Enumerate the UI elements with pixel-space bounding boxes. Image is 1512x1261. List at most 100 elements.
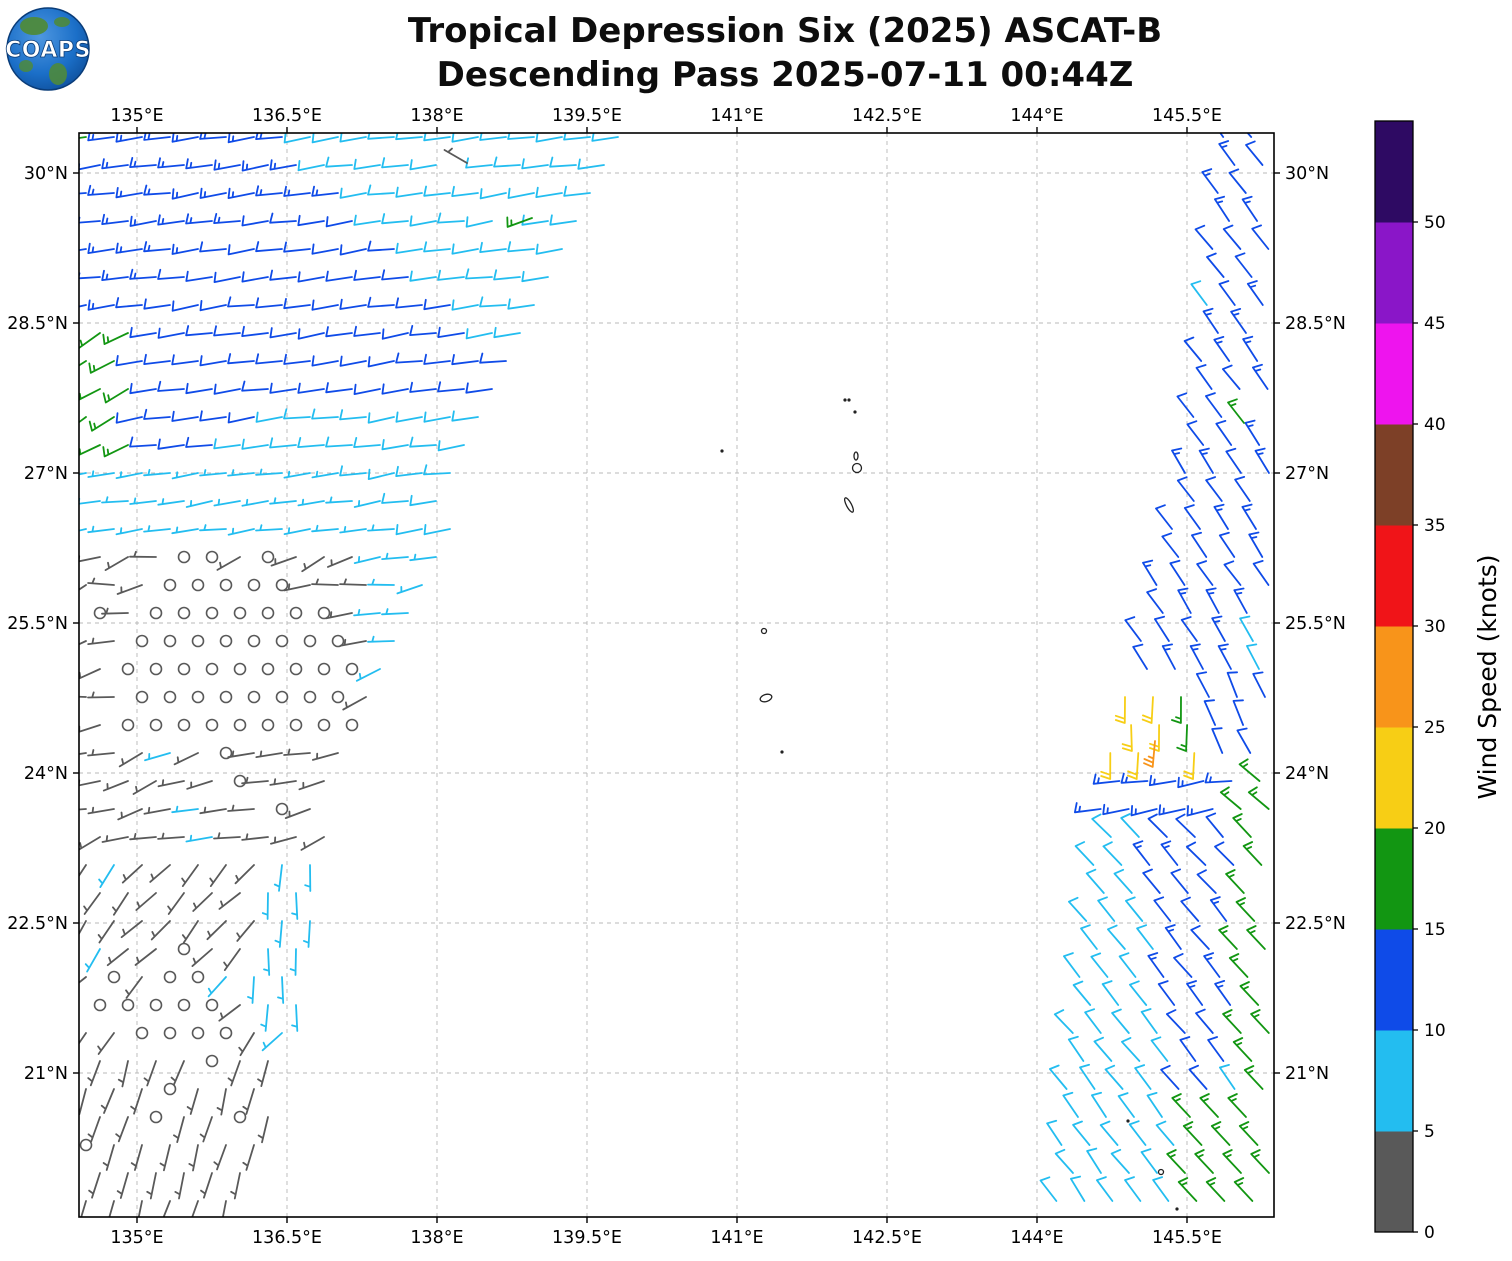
wind-barb: [143, 353, 171, 365]
wind-barb: [1252, 671, 1266, 698]
colorbar: 0 5 10 15 20 25 30 35 40 45 50: [1374, 120, 1446, 1243]
wind-barb: [191, 948, 213, 967]
map-gridlines: [79, 133, 1274, 1217]
wind-barb: [87, 1060, 101, 1087]
calm-circle: [205, 550, 219, 564]
wind-barb: [129, 382, 157, 395]
wind-barb: [213, 438, 241, 450]
wind-barb: [1124, 616, 1142, 642]
wind-barb: [116, 1172, 129, 1199]
wind-barb: [101, 496, 129, 504]
island-outline: [853, 410, 857, 414]
wind-barb: [395, 242, 423, 254]
wind-barb: [227, 804, 255, 812]
wind-barb: [241, 380, 269, 392]
wind-barb: [242, 1144, 255, 1171]
wind-barb: [1157, 980, 1176, 1006]
x-tick-label-bottom: 145.5°E: [1152, 1228, 1222, 1248]
wind-barb: [1227, 1093, 1247, 1118]
island-outline: [851, 462, 863, 474]
wind-barb: [1226, 671, 1238, 698]
colorbar-tick-label: 25: [1424, 718, 1446, 738]
wind-barb: [1235, 897, 1256, 922]
wind-barb: [230, 1172, 241, 1200]
wind-barb: [1173, 953, 1193, 978]
calm-circle: [233, 774, 247, 788]
wind-barb: [1242, 841, 1263, 866]
wind-barb: [174, 1172, 185, 1200]
wind-barb: [255, 353, 283, 365]
wind-barb: [1232, 813, 1252, 838]
wind-barb: [304, 864, 312, 892]
wind-barb: [1175, 813, 1196, 838]
wind-barb: [199, 300, 227, 312]
calm-circle: [177, 606, 191, 620]
wind-barb: [367, 184, 395, 196]
wind-barb: [1206, 252, 1225, 278]
wind-barb: [381, 552, 409, 560]
wind-barb: [1177, 587, 1192, 614]
wind-barb: [493, 326, 521, 339]
calm-circle: [247, 634, 261, 648]
wind-barb: [1186, 420, 1205, 446]
wind-barb: [465, 157, 493, 169]
calm-circle: [107, 970, 121, 984]
wind-barb: [1189, 643, 1204, 670]
wind-barb: [563, 185, 591, 197]
wind-barb: [157, 438, 185, 450]
wind-barb: [1129, 980, 1148, 1006]
wind-barb: [79, 497, 101, 505]
wind-barb: [223, 948, 241, 971]
wind-barb: [115, 527, 143, 536]
wind-barb: [339, 638, 367, 647]
wind-barb: [1203, 699, 1216, 726]
wind-barb: [269, 212, 297, 224]
wind-barb: [1238, 758, 1261, 782]
wind-barb: [283, 298, 311, 310]
calm-circle: [331, 634, 345, 648]
wind-barb: [170, 1060, 185, 1086]
wind-barb: [1079, 1063, 1096, 1090]
y-tick-label-right: 28.5°N: [1285, 314, 1346, 334]
wind-barb: [451, 410, 479, 422]
wind-barb: [1091, 813, 1112, 838]
wind-barb: [143, 408, 171, 420]
wind-barb: [325, 326, 353, 338]
wind-barb: [1090, 952, 1109, 978]
wind-barb: [1241, 195, 1258, 222]
wind-barb: [409, 270, 437, 282]
logo-land-2: [54, 17, 70, 27]
wind-barb: [1195, 671, 1210, 698]
wind-barb: [129, 215, 157, 227]
wind-barb: [79, 808, 87, 811]
wind-barb: [1177, 1177, 1198, 1202]
wind-barb: [98, 864, 115, 888]
wind-barb: [451, 133, 479, 143]
wind-barb: [465, 268, 493, 280]
calm-circle: [247, 578, 261, 592]
wind-barb: [1176, 476, 1195, 502]
calm-circle: [191, 970, 205, 984]
island-outline: [1126, 1119, 1130, 1123]
wind-barb: [1102, 803, 1130, 816]
wind-barb: [129, 550, 157, 558]
wind-barb: [1146, 588, 1164, 614]
wind-barb: [1100, 752, 1112, 780]
wind-barb: [479, 352, 507, 364]
wind-barb: [1213, 336, 1231, 362]
wind-barb: [79, 388, 101, 401]
wind-barb: [507, 241, 535, 253]
wind-barb: [465, 216, 493, 228]
wind-barb: [1102, 841, 1123, 866]
wind-barb: [1225, 447, 1242, 474]
wind-barb: [1219, 1064, 1236, 1090]
wind-barb: [118, 752, 143, 768]
wind-barb: [222, 1200, 227, 1217]
wind-barb: [311, 408, 339, 420]
wind-barb: [1202, 307, 1219, 334]
wind-barb: [218, 892, 241, 910]
wind-barb: [479, 133, 507, 141]
wind-barb: [1166, 1149, 1186, 1174]
calm-circle: [233, 662, 247, 676]
